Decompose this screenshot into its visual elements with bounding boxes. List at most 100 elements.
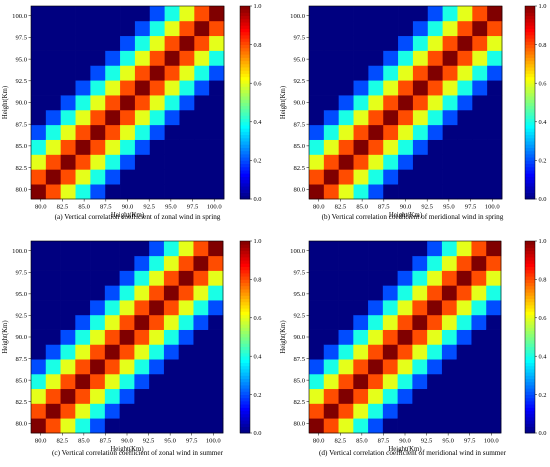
heatmap-cell: [309, 314, 325, 330]
heatmap-cell: [45, 20, 62, 37]
colorbar-segment: [525, 102, 535, 107]
heatmap-cell: [441, 388, 458, 404]
heatmap-cell: [442, 154, 458, 170]
heatmap-cell: [353, 241, 369, 257]
heatmap-cell: [163, 285, 180, 301]
heatmap-cell: [398, 20, 414, 37]
y-tick-label: 85.0: [15, 143, 27, 150]
colorbar-segment: [525, 15, 535, 20]
heatmap-cell: [471, 373, 487, 390]
colorbar-tick-label: 0.0: [539, 430, 547, 437]
heatmap-cell: [397, 329, 413, 345]
colorbar-segment: [240, 260, 250, 264]
heatmap-cell: [338, 50, 354, 66]
heatmap-cell: [457, 65, 473, 81]
heatmap-cell: [163, 388, 180, 404]
heatmap-cell: [471, 418, 487, 434]
heatmap-cell: [412, 109, 429, 126]
heatmap-cell: [457, 80, 473, 96]
heatmap-cell: [90, 359, 106, 375]
colorbar-segment: [240, 41, 250, 45]
heatmap-cell: [149, 65, 165, 81]
colorbar-segment: [240, 426, 250, 431]
heatmap-cell: [472, 6, 488, 22]
heatmap-cell: [353, 373, 369, 390]
heatmap-cell: [353, 35, 369, 51]
heatmap-cell: [427, 95, 443, 111]
heatmap-cell: [427, 80, 443, 96]
heatmap-cell: [427, 344, 443, 360]
heatmap-cell: [368, 184, 384, 200]
heatmap-cell: [338, 6, 354, 22]
colorbar-segment: [525, 25, 535, 29]
heatmap-cell: [194, 139, 210, 155]
y-tick-label: 92.5: [293, 78, 305, 85]
heatmap-cell: [487, 95, 503, 111]
heatmap-cell: [134, 80, 151, 96]
colorbar-segment: [240, 173, 250, 177]
heatmap-cell: [178, 270, 194, 286]
heatmap-cell: [193, 388, 209, 404]
heatmap-cell: [382, 359, 398, 375]
heatmap-cell: [323, 241, 339, 257]
heatmap-cell: [487, 20, 503, 37]
colorbar-segment: [240, 407, 250, 411]
colorbar-segment: [240, 321, 250, 325]
heatmap-cell: [486, 403, 502, 419]
colorbar-segment: [525, 388, 535, 392]
colorbar-segment: [525, 137, 535, 142]
colorbar-segment: [240, 73, 250, 78]
heatmap-cell: [486, 270, 502, 286]
heatmap-cell: [31, 169, 47, 185]
colorbar-segment: [525, 9, 535, 13]
heatmap-cell: [193, 344, 209, 360]
heatmap-cell: [368, 255, 384, 271]
y-tick-label: 92.5: [15, 313, 27, 320]
colorbar-segment: [525, 247, 535, 251]
colorbar-segment: [525, 250, 535, 255]
heatmap-cell: [209, 109, 225, 126]
heatmap-cell: [382, 329, 398, 345]
colorbar-segment: [240, 241, 250, 245]
colorbar-tick-label: 0.0: [539, 196, 547, 203]
heatmap-cell: [368, 300, 384, 316]
colorbar-segment: [525, 301, 535, 306]
colorbar-segment: [240, 359, 250, 363]
heatmap-cell: [456, 270, 472, 286]
heatmap-cell: [323, 344, 339, 360]
colorbar-segment: [525, 195, 535, 200]
heatmap-cell: [412, 388, 428, 404]
heatmap-cell: [105, 124, 121, 140]
heatmap-cell: [149, 329, 165, 345]
heatmap-cell: [487, 80, 503, 96]
colorbar-segment: [525, 63, 535, 68]
colorbar-segment: [525, 404, 535, 408]
heatmap-cell: [75, 344, 91, 360]
x-tick-label: 85.0: [78, 438, 90, 445]
colorbar-segment: [240, 9, 250, 13]
heatmap-cell: [90, 65, 106, 81]
heatmap-cell: [179, 50, 195, 66]
heatmap-cell: [105, 109, 121, 126]
heatmap-cell: [427, 359, 443, 375]
heatmap-cell: [90, 241, 106, 257]
x-axis-label: Height(Km): [388, 446, 421, 453]
heatmap-cell: [382, 300, 398, 316]
heatmap-cell: [338, 80, 354, 96]
heatmap-cell: [368, 139, 384, 155]
heatmap-cell: [45, 80, 62, 96]
y-tick-label: 100.0: [290, 13, 306, 20]
heatmap-cell: [75, 373, 91, 390]
heatmap-cell: [60, 6, 76, 22]
heatmap-cell: [105, 20, 121, 37]
heatmap-cell: [120, 169, 136, 185]
heatmap-cell: [60, 373, 76, 390]
heatmap-cell: [338, 314, 354, 330]
heatmap-cell: [105, 6, 121, 22]
x-tick-label: 95.0: [442, 438, 454, 445]
heatmap-cell: [427, 314, 443, 330]
heatmap-cell: [149, 35, 165, 51]
heatmap-cell: [209, 80, 225, 96]
heatmap-cell: [486, 359, 502, 375]
heatmap-cell: [75, 65, 91, 81]
